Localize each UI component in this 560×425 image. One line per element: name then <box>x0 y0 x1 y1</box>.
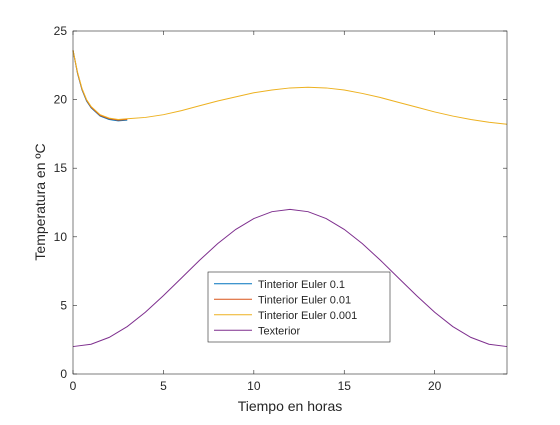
legend-entry-3: Texterior <box>258 325 301 337</box>
x-tick-label: 5 <box>160 379 167 393</box>
x-tick-label: 0 <box>70 379 77 393</box>
y-tick-label: 10 <box>54 230 68 244</box>
series-line-3 <box>72 208 508 348</box>
legend-entry-1: Tinterior Euler 0.01 <box>258 294 351 306</box>
legend: Tinterior Euler 0.1 Tinterior Euler 0.01 T… <box>207 271 391 343</box>
legend-entry-2: Tinterior Euler 0.001 <box>258 310 357 322</box>
y-tick-label: 0 <box>60 367 67 381</box>
y-tick-label: 15 <box>54 161 68 175</box>
x-tick-label: 10 <box>247 379 261 393</box>
legend-entry-0: Tinterior Euler 0.1 <box>258 279 345 291</box>
x-tick-label: 20 <box>428 379 442 393</box>
axes-layer <box>72 30 508 375</box>
axes-box <box>72 30 508 375</box>
series-layer <box>72 50 508 348</box>
ticks-layer: 0 5 10 15 20 0 5 10 15 20 25 <box>54 24 507 393</box>
y-tick-label: 25 <box>54 24 68 38</box>
y-tick-label: 20 <box>54 93 68 107</box>
y-tick-label: 5 <box>60 298 67 312</box>
x-axis-label: Tiempo en horas <box>238 398 343 414</box>
series-line-2 <box>72 50 508 125</box>
y-axis-label: Temperatura en ºC <box>32 143 48 260</box>
x-tick-label: 15 <box>338 379 352 393</box>
